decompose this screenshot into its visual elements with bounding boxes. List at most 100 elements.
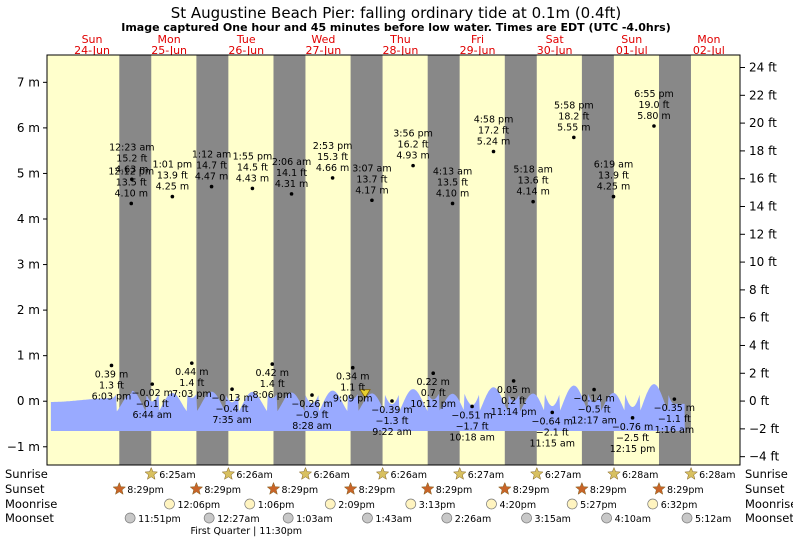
high-tide-feet: 18.2 ft	[558, 111, 589, 122]
y-tick-label: 16 ft	[749, 172, 777, 186]
tide-area	[50, 384, 685, 431]
y-tick-label: 3 m	[17, 258, 40, 272]
low-tide-time: 6:03 pm	[92, 391, 132, 402]
y-tick-label: −2 ft	[749, 422, 780, 436]
y-tick-label: 14 ft	[749, 199, 777, 213]
high-tide-dot	[411, 163, 415, 168]
day-date: 02-Jul	[693, 44, 725, 57]
plot-frame	[46, 54, 741, 466]
day-date: 27-Jun	[305, 44, 341, 57]
high-tide-metres: 4.10 m	[436, 188, 469, 199]
day-headers: Sun24-JunMon25-JunTue26-JunWed27-JunThu2…	[74, 33, 725, 57]
moonrise-time: 4:20pm	[499, 500, 536, 511]
sunset-time: 8:29pm	[667, 485, 704, 496]
high-tide-time: 12:23 am	[109, 142, 154, 153]
y-tick-label: 2 ft	[749, 366, 769, 380]
high-tide-metres: 5.55 m	[557, 122, 590, 133]
moonset-time: 12:27am	[217, 514, 259, 525]
low-tide-dot	[672, 397, 677, 401]
low-tide-feet: −0.1 ft	[136, 399, 169, 410]
low-tide-metres: 0.34 m	[336, 372, 369, 383]
low-tide-time: 10:12 pm	[410, 399, 456, 410]
sunset-time: 8:29pm	[436, 485, 473, 496]
y-tick-label: 12 ft	[749, 227, 777, 241]
moonset-icon	[124, 512, 136, 524]
high-tide-time: 3:07 am	[352, 163, 391, 174]
high-tide-time: 3:56 pm	[393, 129, 433, 140]
day-name: Tue	[236, 33, 256, 46]
high-tide-dot	[611, 194, 616, 199]
low-tide-feet: 0.2 ft	[501, 396, 526, 407]
high-tide-feet: 13.5 ft	[116, 177, 147, 188]
high-tide-feet: 15.3 ft	[317, 152, 348, 163]
low-tide-time: 11:14 pm	[491, 407, 537, 418]
low-tide-feet: 0.7 ft	[421, 388, 446, 399]
low-tide-time: 1:16 am	[655, 425, 694, 436]
high-tide-dot	[170, 194, 175, 199]
low-tide-time: 6:44 am	[133, 410, 172, 421]
moonrise-time: 5:27pm	[580, 500, 617, 511]
y-tick-label: 4 ft	[749, 338, 769, 352]
low-tide-feet: 1.4 ft	[179, 378, 204, 389]
high-tide-time: 5:18 am	[513, 165, 552, 176]
y-tick-label: 20 ft	[749, 116, 777, 130]
high-tide-dot	[130, 177, 134, 182]
y-tick-label: 4 m	[17, 212, 40, 226]
high-tide-metres: 4.47 m	[195, 172, 228, 183]
high-tide-feet: 14.7 ft	[196, 161, 227, 172]
y-tick-label: 0 m	[17, 394, 40, 408]
moonset-icon	[521, 512, 532, 524]
moonrise-icon	[324, 498, 336, 510]
high-tide-feet: 17.2 ft	[478, 126, 509, 137]
low-tide-time: 8:06 pm	[252, 390, 292, 401]
low-tide-metres: −0.02 m	[132, 388, 173, 399]
daylight-band	[47, 55, 740, 465]
y-tick-label: 8 ft	[749, 283, 769, 297]
y-axis-right: 24 ft 22 ft 20 ft 18 ft 16 ft 14 ft 12 ft 10 ft…	[740, 61, 780, 464]
moonset-time: 1:43am	[375, 514, 411, 525]
high-tide-feet: 13.9 ft	[157, 171, 188, 182]
day-name: Thu	[389, 33, 411, 46]
sunrise-time: 6:26am	[313, 470, 349, 481]
high-tide-time: 12:12 pm	[108, 166, 154, 177]
y-axis-left: 7 m 6 m 5 m 4 m 3 m 2 m 1 m 0 m −1 m	[7, 75, 47, 454]
high-tide-dot	[289, 192, 294, 196]
high-tide-metres: 5.24 m	[477, 137, 510, 148]
tide-curve	[50, 384, 685, 431]
moonset-time: 5:12am	[695, 514, 731, 525]
sunset-time: 8:29pm	[359, 485, 396, 496]
low-tide-feet: −2.5 ft	[616, 433, 649, 444]
y-tick-label: −1 m	[7, 440, 40, 454]
moonrise-time: 1:06pm	[258, 500, 295, 511]
day-name: Mon	[697, 33, 720, 46]
sunrise-icon	[221, 466, 236, 480]
moonrise-row-label: Moonrise	[5, 497, 57, 511]
sunrise-icon	[375, 466, 390, 480]
sunrise-icon	[298, 466, 313, 480]
low-tide-feet: 1.4 ft	[260, 379, 285, 390]
high-tide-dot	[370, 198, 374, 203]
high-tide-metres: 4.66 m	[316, 163, 349, 174]
sunset-icon	[575, 481, 589, 495]
high-tide-time: 4:13 am	[433, 166, 472, 177]
low-tide-time: 12:15 pm	[610, 444, 656, 455]
sunset-time: 8:29pm	[281, 485, 318, 496]
y-tick-label: 2 m	[17, 303, 40, 317]
chart-title: St Augustine Beach Pier: falling ordinar…	[171, 4, 622, 22]
day-date: 28-Jun	[383, 44, 419, 57]
low-tide-feet: 1.1 ft	[340, 383, 365, 394]
moonrise-time: 6:32pm	[661, 500, 698, 511]
sunrise-icon	[684, 466, 698, 480]
sunset-icon	[652, 481, 666, 495]
moonrise-row-label-right: Moonrise	[745, 497, 793, 511]
low-tide-dot	[150, 382, 155, 386]
high-tide-time: 4:58 pm	[474, 115, 514, 126]
moonrise-icon	[566, 498, 578, 510]
low-tide-time: 11:15 am	[529, 438, 574, 449]
moonset-icon	[203, 512, 215, 524]
high-tide-dot	[450, 201, 455, 206]
low-tide-metres: −0.26 m	[291, 399, 332, 410]
sunrise-time: 6:27am	[545, 470, 581, 481]
moonrise-time: 3:13pm	[419, 500, 456, 511]
high-tide-time: 1:01 pm	[153, 160, 193, 171]
